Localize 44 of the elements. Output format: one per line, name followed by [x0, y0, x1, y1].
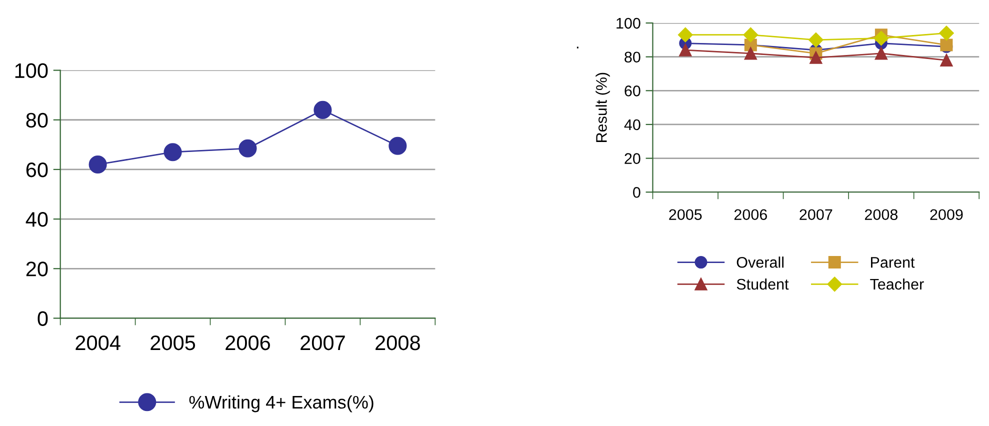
point [810, 51, 822, 64]
legend-label: %Writing 4+ Exams(%) [189, 395, 374, 412]
y-tick-label: 20 [624, 153, 640, 164]
y-axis-title: Result (%) [596, 72, 610, 142]
x-tick-label: 2007 [300, 335, 345, 350]
point [164, 143, 182, 162]
point [679, 44, 692, 56]
point [314, 100, 332, 119]
y-tick-label: 20 [26, 262, 48, 276]
x-tick-label: 2009 [930, 209, 963, 220]
x-tick-label: 2008 [864, 209, 898, 220]
point [388, 136, 407, 155]
legend-label: Parent [871, 257, 915, 268]
point [744, 47, 757, 60]
point [238, 139, 257, 158]
point [88, 155, 107, 174]
text: . [576, 46, 578, 48]
point [678, 27, 693, 42]
y-tick-label: 80 [624, 52, 640, 63]
legend-label: Teacher [870, 278, 924, 290]
y-tick-label: 60 [26, 162, 48, 178]
y-tick-label: 40 [624, 119, 640, 130]
x-tick-label: 2004 [76, 335, 120, 350]
y-tick-label: 60 [624, 86, 640, 96]
y-tick-label: 0 [633, 186, 640, 198]
x-tick-label: 2005 [669, 209, 702, 220]
y-tick-label: 40 [26, 212, 48, 227]
point [939, 26, 954, 41]
x-tick-label: 2008 [376, 335, 420, 350]
x-tick-label: 2006 [226, 335, 270, 350]
legend-label: Overall [736, 256, 784, 268]
legend-label: Student [736, 278, 789, 290]
point [874, 47, 888, 60]
x-tick-label: 2005 [150, 335, 196, 350]
y-tick-label: 0 [38, 311, 48, 326]
point [808, 32, 824, 48]
point [874, 30, 889, 46]
x-tick-label: 2006 [734, 209, 767, 220]
y-tick-label: 80 [26, 112, 48, 128]
y-tick-label: 100 [15, 63, 48, 78]
y-tick-label: 100 [616, 18, 640, 29]
point [743, 27, 758, 42]
x-tick-label: 2007 [800, 209, 832, 220]
point [940, 54, 953, 66]
